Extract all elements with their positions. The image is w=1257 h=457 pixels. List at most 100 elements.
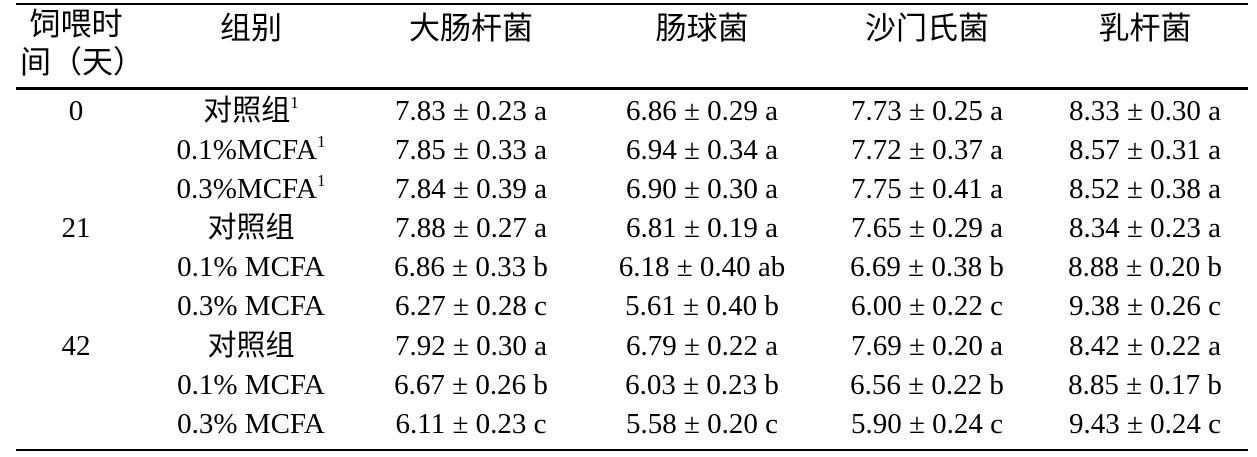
salmonella-cell: 7.75 ± 0.41 a xyxy=(822,170,1032,208)
e-coli-cell-text: 7.92 ± 0.30 a xyxy=(394,330,548,362)
salmonella-cell: 7.72 ± 0.37 a xyxy=(822,131,1032,169)
salmonella-cell: 7.65 ± 0.29 a xyxy=(822,209,1032,247)
e-coli-cell: 7.88 ± 0.27 a xyxy=(365,209,577,247)
enterococcus-cell-text: 6.86 ± 0.29 a xyxy=(625,95,779,127)
e-coli-cell-text: 6.86 ± 0.33 b xyxy=(394,251,548,283)
table-row: 0.1%MCFA1 7.85 ± 0.33 a 6.94 ± 0.34 a 7.72 … xyxy=(0,131,1257,169)
lactobacillus-cell: 8.52 ± 0.38 a xyxy=(1040,170,1250,208)
lactobacillus-cell: 9.38 ± 0.26 c xyxy=(1040,287,1250,325)
group-cell-text: 对照组 xyxy=(203,95,291,127)
enterococcus-cell-text: 6.90 ± 0.30 a xyxy=(625,173,779,205)
lactobacillus-cell: 9.43 ± 0.24 c xyxy=(1040,405,1250,443)
lactobacillus-cell: 8.34 ± 0.23 a xyxy=(1040,209,1250,247)
lactobacillus-cell-text: 8.85 ± 0.17 b xyxy=(1068,369,1222,401)
e-coli-cell: 7.92 ± 0.30 a xyxy=(365,327,577,365)
salmonella-cell: 5.90 ± 0.24 c xyxy=(822,405,1032,443)
table-row: 0.3%MCFA1 7.84 ± 0.39 a 6.90 ± 0.30 a 7.75 … xyxy=(0,170,1257,208)
e-coli-cell: 7.85 ± 0.33 a xyxy=(365,131,577,169)
enterococcus-cell: 6.94 ± 0.34 a xyxy=(588,131,816,169)
salmonella-cell-text: 7.69 ± 0.20 a xyxy=(850,330,1004,362)
enterococcus-cell: 6.79 ± 0.22 a xyxy=(588,327,816,365)
group-cell-text: 0.3% MCFA xyxy=(177,408,325,440)
e-coli-cell: 6.86 ± 0.33 b xyxy=(365,248,577,286)
group-cell: 0.1% MCFA xyxy=(140,248,362,286)
lactobacillus-cell-text: 8.33 ± 0.30 a xyxy=(1068,95,1222,127)
header-salmonella: 沙门氏菌 xyxy=(865,11,989,47)
lactobacillus-cell: 8.88 ± 0.20 b xyxy=(1040,248,1250,286)
footnote-marker: 1 xyxy=(316,171,326,190)
salmonella-cell-text: 7.73 ± 0.25 a xyxy=(850,95,1004,127)
header-lactobacillus: 乳杆菌 xyxy=(1098,11,1192,47)
lactobacillus-cell: 8.42 ± 0.22 a xyxy=(1040,327,1250,365)
lactobacillus-cell-text: 8.52 ± 0.38 a xyxy=(1068,173,1222,205)
group-cell: 0.3% MCFA xyxy=(140,287,362,325)
lactobacillus-cell: 8.33 ± 0.30 a xyxy=(1040,92,1250,130)
e-coli-cell: 6.27 ± 0.28 c xyxy=(365,287,577,325)
enterococcus-cell-text: 6.81 ± 0.19 a xyxy=(625,212,779,244)
e-coli-cell: 7.83 ± 0.23 a xyxy=(365,92,577,130)
enterococcus-cell-text: 5.58 ± 0.20 c xyxy=(625,408,779,440)
group-cell-text: 0.3% MCFA xyxy=(177,290,325,322)
enterococcus-cell: 5.58 ± 0.20 c xyxy=(588,405,816,443)
salmonella-cell: 7.69 ± 0.20 a xyxy=(822,327,1032,365)
enterococcus-cell-text: 6.79 ± 0.22 a xyxy=(625,330,779,362)
salmonella-cell-text: 7.72 ± 0.37 a xyxy=(850,134,1004,166)
salmonella-cell-text: 6.56 ± 0.22 b xyxy=(850,369,1004,401)
header-enterococcus: 肠球菌 xyxy=(655,11,749,47)
lactobacillus-cell-text: 8.42 ± 0.22 a xyxy=(1068,330,1222,362)
lactobacillus-cell-text: 9.43 ± 0.24 c xyxy=(1068,408,1222,440)
e-coli-cell: 6.11 ± 0.23 c xyxy=(365,405,577,443)
group-cell: 0.1% MCFA xyxy=(140,366,362,404)
enterococcus-cell-text: 6.03 ± 0.23 b xyxy=(625,369,779,401)
salmonella-cell-text: 6.00 ± 0.22 c xyxy=(850,290,1004,322)
group-cell-text: 对照组 xyxy=(207,330,295,362)
group-cell: 对照组 xyxy=(140,209,362,247)
e-coli-cell-text: 6.67 ± 0.26 b xyxy=(394,369,548,401)
day-cell: 21 xyxy=(20,209,132,247)
e-coli-cell: 6.67 ± 0.26 b xyxy=(365,366,577,404)
lactobacillus-cell-text: 9.38 ± 0.26 c xyxy=(1068,290,1222,322)
table-row: 21 对照组 7.88 ± 0.27 a 6.81 ± 0.19 a 7.65 ± 0.… xyxy=(0,209,1257,247)
enterococcus-cell: 5.61 ± 0.40 b xyxy=(588,287,816,325)
table-row: 0.3% MCFA 6.11 ± 0.23 c 5.58 ± 0.20 c 5.90 … xyxy=(0,405,1257,443)
e-coli-cell-text: 7.84 ± 0.39 a xyxy=(394,173,548,205)
enterococcus-cell: 6.86 ± 0.29 a xyxy=(588,92,816,130)
salmonella-cell-text: 5.90 ± 0.24 c xyxy=(850,408,1004,440)
e-coli-cell-text: 7.88 ± 0.27 a xyxy=(394,212,548,244)
day-cell-text: 42 xyxy=(61,330,91,362)
e-coli-cell-text: 6.11 ± 0.23 c xyxy=(395,408,547,440)
e-coli-cell-text: 6.27 ± 0.28 c xyxy=(394,290,548,322)
group-cell: 对照组1 xyxy=(140,92,362,130)
enterococcus-cell-text: 6.94 ± 0.34 a xyxy=(625,134,779,166)
footnote-marker: 1 xyxy=(316,132,326,151)
group-cell: 0.1%MCFA1 xyxy=(140,131,362,169)
group-cell-text: 0.1% MCFA xyxy=(177,251,325,283)
header-e-coli: 大肠杆菌 xyxy=(409,11,533,47)
day-cell-text: 0 xyxy=(68,95,84,127)
lactobacillus-cell: 8.57 ± 0.31 a xyxy=(1040,131,1250,169)
e-coli-cell-text: 7.83 ± 0.23 a xyxy=(394,95,548,127)
lactobacillus-cell: 8.85 ± 0.17 b xyxy=(1040,366,1250,404)
table-row: 42 对照组 7.92 ± 0.30 a 6.79 ± 0.22 a 7.69 ± 0.… xyxy=(0,327,1257,365)
top-rule xyxy=(16,3,1248,5)
group-cell: 0.3%MCFA1 xyxy=(140,170,362,208)
day-cell: 42 xyxy=(20,327,132,365)
enterococcus-cell: 6.18 ± 0.40 ab xyxy=(588,248,816,286)
salmonella-cell-text: 7.75 ± 0.41 a xyxy=(850,173,1004,205)
salmonella-cell: 6.56 ± 0.22 b xyxy=(822,366,1032,404)
group-cell-text: 0.1%MCFA xyxy=(176,134,317,166)
salmonella-cell-text: 6.69 ± 0.38 b xyxy=(850,251,1004,283)
bottom-rule xyxy=(16,449,1248,451)
enterococcus-cell: 6.90 ± 0.30 a xyxy=(588,170,816,208)
lactobacillus-cell-text: 8.34 ± 0.23 a xyxy=(1068,212,1222,244)
table-row: 0.1% MCFA 6.86 ± 0.33 b 6.18 ± 0.40 ab 6.69… xyxy=(0,248,1257,286)
enterococcus-cell: 6.03 ± 0.23 b xyxy=(588,366,816,404)
enterococcus-cell-text: 5.61 ± 0.40 b xyxy=(625,290,779,322)
day-cell: 0 xyxy=(20,92,132,130)
lactobacillus-cell-text: 8.57 ± 0.31 a xyxy=(1068,134,1222,166)
header-feeding-time-line1: 饲喂时 xyxy=(29,7,123,43)
group-cell-text: 0.3%MCFA xyxy=(176,173,317,205)
group-cell-text: 0.1% MCFA xyxy=(177,369,325,401)
header-group: 组别 xyxy=(220,11,282,47)
